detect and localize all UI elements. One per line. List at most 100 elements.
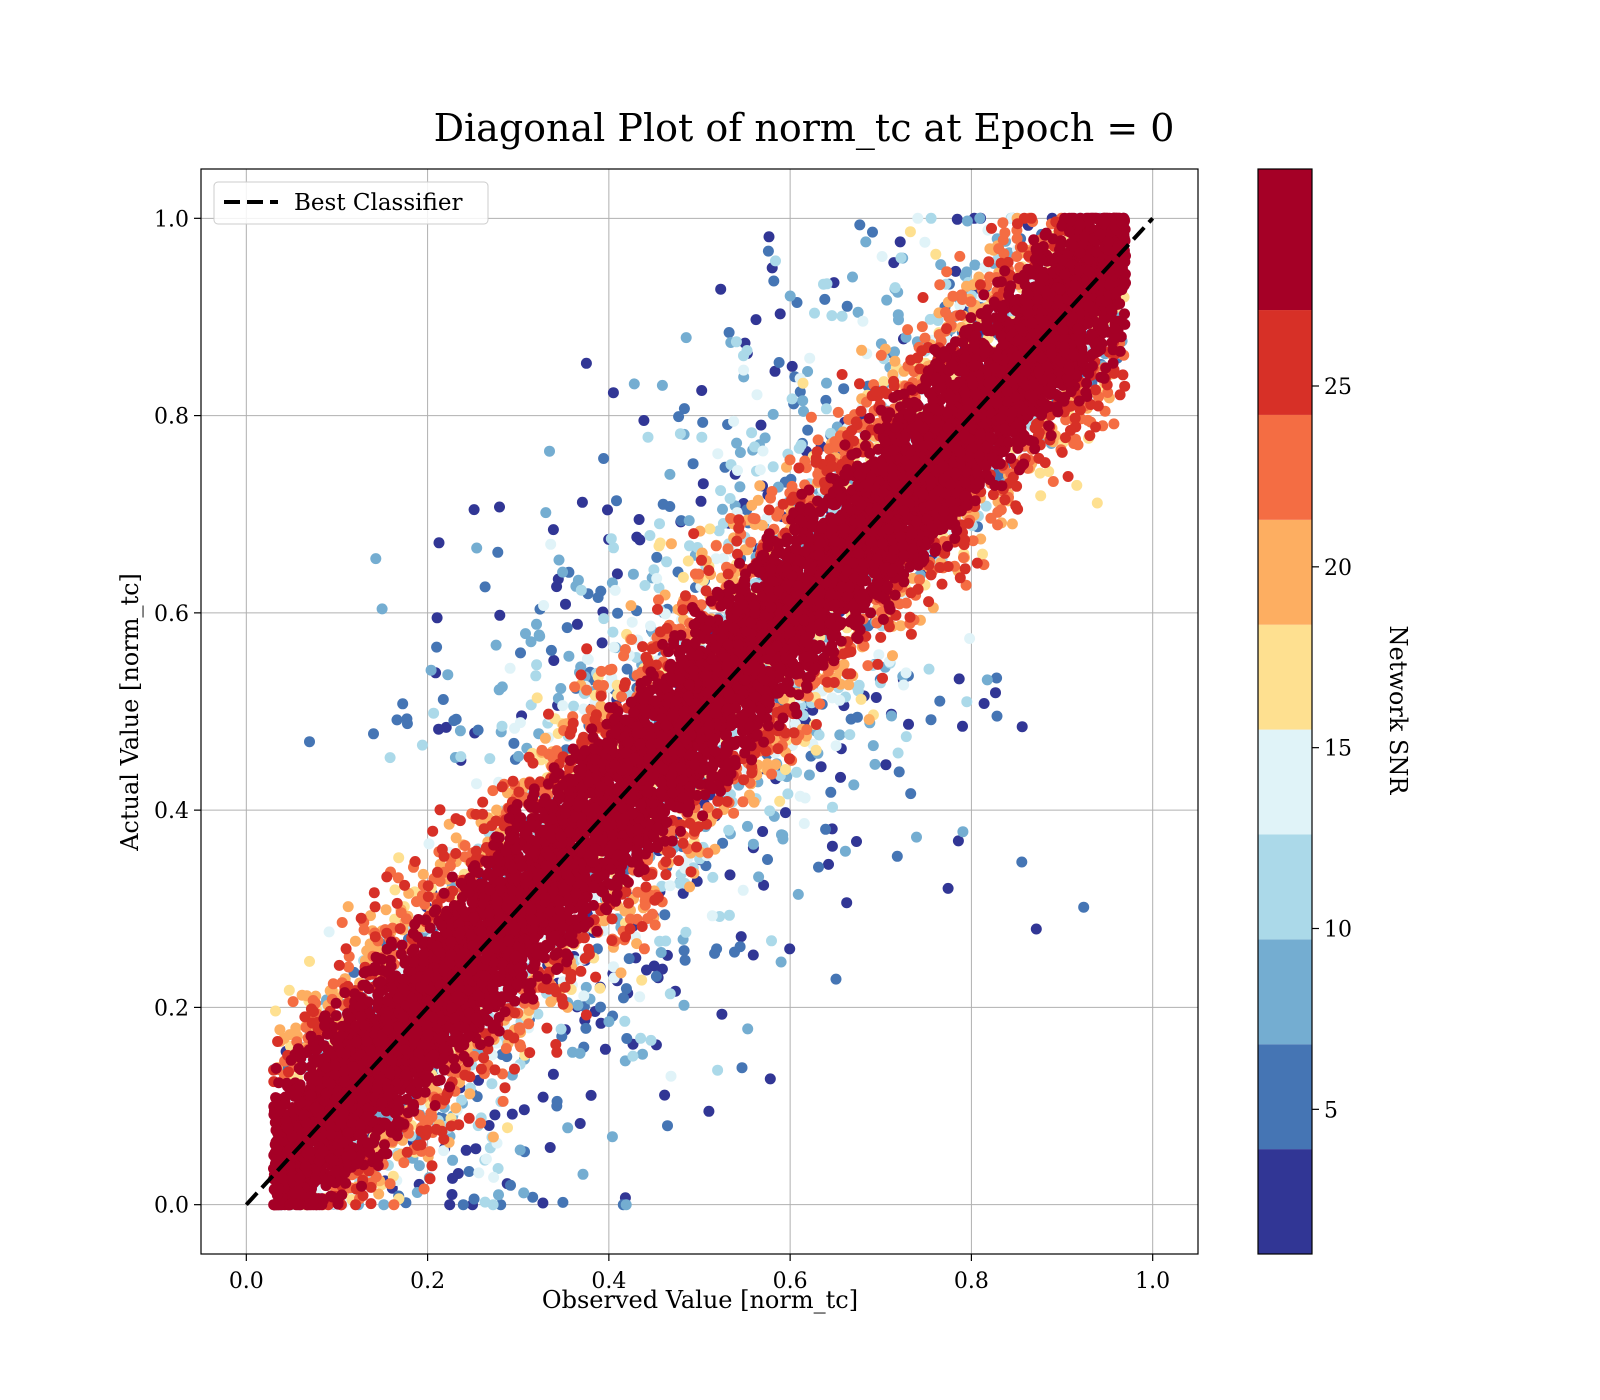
scatter-point (830, 740, 842, 752)
scatter-point (777, 498, 789, 510)
chart-title: Diagonal Plot of norm_tc at Epoch = 0 (434, 106, 1175, 151)
scatter-point (677, 837, 689, 849)
scatter-point (889, 346, 900, 358)
scatter-point (656, 379, 668, 391)
scatter-point (575, 584, 587, 596)
scatter-point (838, 383, 850, 395)
scatter-point (673, 411, 685, 423)
scatter-point (473, 1167, 485, 1179)
scatter-point (900, 731, 912, 743)
scatter-point (270, 1005, 281, 1017)
scatter-point (836, 369, 848, 380)
scatter-point (641, 964, 652, 976)
scatter-point (450, 1102, 462, 1114)
scatter-point (889, 282, 901, 294)
scatter-point (930, 248, 942, 260)
scatter-point (934, 695, 946, 707)
scatter-point (1016, 856, 1028, 868)
scatter-point (1071, 479, 1083, 491)
scatter-point (556, 993, 568, 1005)
scatter-point (826, 692, 838, 704)
scatter-point (851, 711, 863, 723)
scatter-point (472, 724, 484, 736)
scatter-point (696, 385, 708, 396)
scatter-point (394, 923, 406, 935)
scatter-point (654, 518, 665, 530)
scatter-point (759, 432, 771, 444)
scatter-point (518, 1187, 530, 1199)
scatter-point (764, 805, 776, 817)
scatter-point (680, 590, 691, 602)
scatter-point (793, 462, 805, 474)
scatter-point (591, 943, 603, 955)
scatter-point (999, 227, 1011, 239)
scatter-point (886, 710, 897, 722)
scatter-point (1065, 424, 1076, 436)
scatter-point (731, 535, 743, 547)
scatter-point (411, 896, 422, 908)
scatter-point (1091, 497, 1103, 509)
scatter-point (536, 744, 548, 756)
scatter-point (637, 641, 649, 653)
scatter-point (283, 984, 295, 996)
scatter-point (724, 493, 736, 504)
scatter-point (384, 752, 396, 764)
scatter-point (596, 680, 608, 692)
scatter-point (580, 981, 592, 993)
scatter-point (527, 757, 539, 769)
scatter-point (623, 897, 635, 909)
scatter-point (350, 1199, 362, 1211)
scatter-point (457, 1199, 469, 1211)
scatter-point (450, 848, 462, 859)
scatter-point (856, 344, 868, 356)
scatter-point (855, 405, 867, 417)
scatter-point (645, 1034, 657, 1046)
scatter-point (898, 679, 910, 691)
scatter-point (702, 847, 714, 859)
scatter-point (823, 858, 834, 870)
scatter-point (747, 949, 759, 961)
scatter-point (854, 378, 865, 390)
scatter-point (925, 569, 937, 581)
scatter-point (460, 1144, 472, 1156)
scatter-point (659, 909, 671, 921)
scatter-point (983, 256, 995, 268)
scatter-point (769, 365, 781, 377)
scatter-point (923, 663, 935, 675)
scatter-point (999, 494, 1011, 506)
scatter-point (636, 921, 648, 932)
scatter-point (626, 616, 638, 628)
scatter-point (677, 571, 689, 583)
scatter-point (491, 804, 503, 816)
scatter-point (786, 360, 798, 372)
scatter-point (661, 556, 673, 568)
scatter-point (804, 352, 816, 364)
scatter-point (633, 514, 645, 525)
scatter-point (855, 693, 867, 705)
scatter-point (961, 696, 973, 708)
scatter-point (762, 854, 773, 865)
scatter-point (475, 1063, 487, 1075)
scatter-point (724, 869, 736, 881)
scatter-point (557, 1196, 569, 1208)
scatter-point (563, 650, 575, 662)
scatter-point (484, 753, 496, 765)
scatter-point (880, 759, 892, 771)
scatter-point (775, 956, 787, 968)
scatter-point (765, 492, 776, 504)
scatter-point (673, 855, 685, 867)
scatter-point (425, 664, 437, 676)
scatter-point (680, 332, 692, 344)
scatter-point (812, 434, 824, 446)
scatter-point (991, 710, 1003, 722)
scatter-point (585, 1089, 597, 1101)
scatter-point (545, 644, 557, 656)
scatter-point (274, 1024, 286, 1036)
scatter-point (537, 1197, 549, 1209)
scatter-point (900, 597, 912, 609)
scatter-point (734, 447, 746, 458)
scatter-point (368, 887, 380, 899)
scatter-point (723, 824, 735, 836)
scatter-point (580, 1009, 592, 1021)
scatter-point (534, 630, 546, 642)
